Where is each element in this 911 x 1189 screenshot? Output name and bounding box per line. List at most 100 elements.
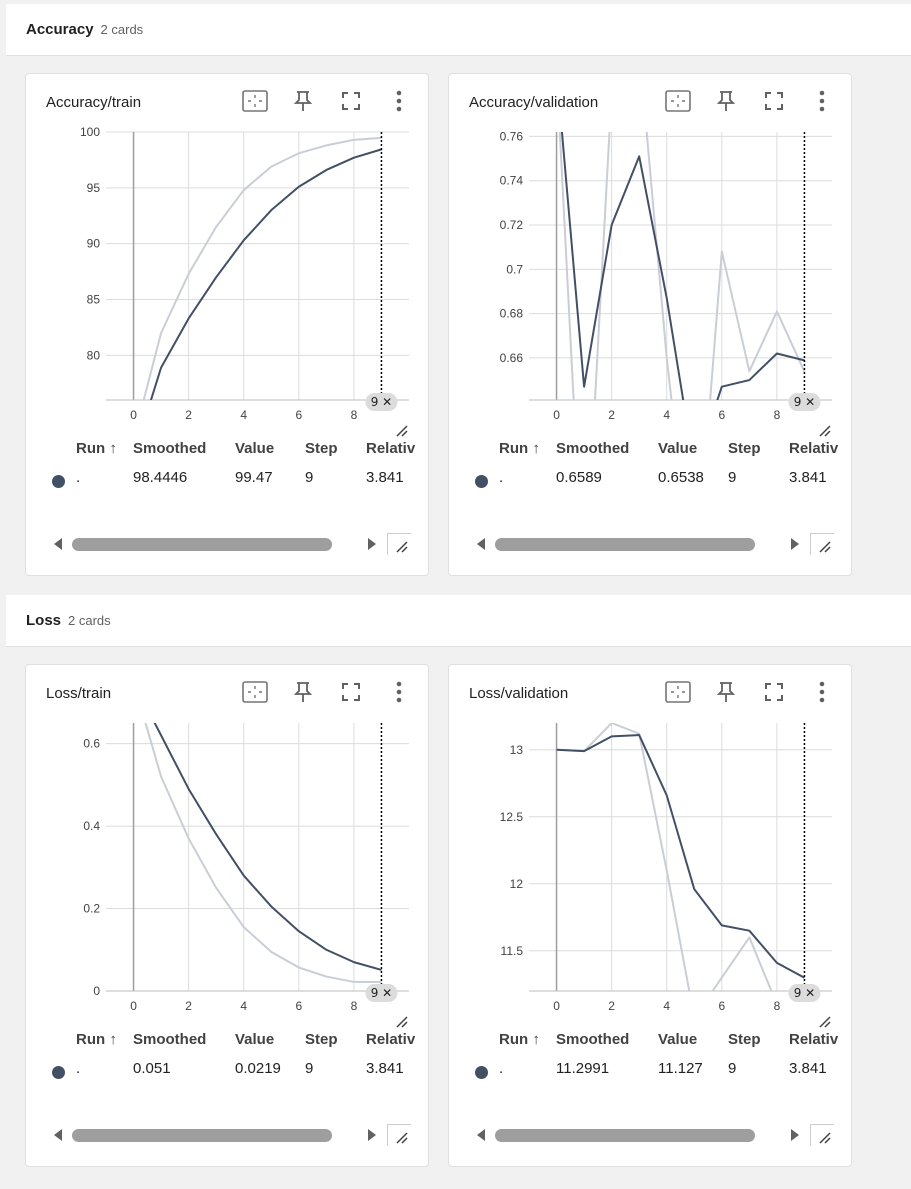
- scroll-right-icon[interactable]: [791, 1129, 799, 1141]
- group-header-loss[interactable]: Loss 2 cards: [6, 595, 911, 647]
- scroll-thumb[interactable]: [72, 538, 332, 551]
- table-resize-handle[interactable]: [810, 1124, 834, 1146]
- more-options-button[interactable]: [807, 88, 837, 118]
- scroll-thumb[interactable]: [495, 538, 755, 551]
- x-tick-label: 2: [185, 408, 192, 422]
- scroll-left-icon[interactable]: [54, 538, 62, 550]
- table-resize-handle[interactable]: [387, 533, 411, 555]
- cell-relative: 3.841: [789, 469, 827, 486]
- col-header-value[interactable]: Value: [658, 440, 698, 457]
- step-marker-label[interactable]: 9 ✕: [794, 395, 816, 409]
- resize-icon: [394, 1130, 408, 1149]
- table-scrollbar[interactable]: [50, 1124, 411, 1146]
- col-header-value[interactable]: Value: [658, 1031, 698, 1048]
- y-tick-label: 11.5: [501, 944, 524, 958]
- fullscreen-button[interactable]: [336, 679, 366, 709]
- raw-series-line: [556, 723, 773, 991]
- step-marker-label[interactable]: 9 ✕: [371, 986, 393, 1000]
- col-header-step[interactable]: Step: [728, 440, 761, 457]
- col-header-value[interactable]: Value: [235, 440, 275, 457]
- more-options-button[interactable]: [384, 679, 414, 709]
- cell-relative: 3.841: [789, 1060, 827, 1077]
- step-marker-label[interactable]: 9 ✕: [371, 395, 393, 409]
- scroll-right-icon[interactable]: [368, 538, 376, 550]
- scroll-left-icon[interactable]: [477, 538, 485, 550]
- col-header-run[interactable]: Run ↑: [499, 440, 540, 457]
- scroll-left-icon[interactable]: [54, 1129, 62, 1141]
- group-header-accuracy[interactable]: Accuracy 2 cards: [6, 4, 911, 56]
- step-marker-chip[interactable]: [788, 393, 821, 411]
- col-header-run[interactable]: Run ↑: [76, 440, 117, 457]
- pin-card-button[interactable]: [711, 679, 741, 709]
- table-resize-handle[interactable]: [810, 533, 834, 555]
- table-scrollbar[interactable]: [473, 533, 834, 555]
- y-tick-label: 0.6: [83, 737, 100, 751]
- step-marker-chip[interactable]: [365, 984, 398, 1002]
- table-resize-handle[interactable]: [387, 1124, 411, 1146]
- pin-card-button[interactable]: [711, 88, 741, 118]
- step-marker-chip[interactable]: [788, 984, 821, 1002]
- step-marker-chip[interactable]: [365, 393, 398, 411]
- col-header-smoothed[interactable]: Smoothed: [556, 1031, 630, 1048]
- y-tick-label: 85: [87, 293, 101, 307]
- fullscreen-button[interactable]: [759, 88, 789, 118]
- table-scrollbar[interactable]: [473, 1124, 834, 1146]
- resize-icon[interactable]: [819, 1016, 831, 1028]
- line-chart[interactable]: 11.5 12 12.5 13 0 2 4 6 8 9 ✕: [449, 715, 851, 1030]
- scalar-card[interactable]: Loss/train 0 0.2 0.4 0.6 0 2 4 6 8 9 ✕ Run ↑ Smoo…: [25, 664, 429, 1167]
- cell-run: .: [76, 469, 81, 486]
- fit-domain-button[interactable]: [663, 679, 693, 709]
- x-tick-label: 8: [774, 999, 781, 1013]
- scalar-card[interactable]: Loss/validation 11.5 12 12.5 13 0 2 4 6 8 9 ✕ Run…: [448, 664, 852, 1167]
- fullscreen-button[interactable]: [759, 679, 789, 709]
- col-header-relative[interactable]: Relativ: [789, 440, 839, 457]
- scroll-thumb[interactable]: [495, 1129, 755, 1142]
- scroll-right-icon[interactable]: [791, 538, 799, 550]
- scroll-left-icon[interactable]: [477, 1129, 485, 1141]
- resize-icon[interactable]: [396, 425, 408, 437]
- more-options-button[interactable]: [384, 88, 414, 118]
- x-tick-label: 0: [130, 999, 137, 1013]
- pin-card-button[interactable]: [288, 88, 318, 118]
- col-header-smoothed[interactable]: Smoothed: [133, 1031, 207, 1048]
- col-header-step[interactable]: Step: [305, 440, 338, 457]
- x-tick-label: 0: [553, 408, 560, 422]
- line-chart[interactable]: 80 85 90 95 100 0 2 4 6 8 9 ✕: [26, 124, 428, 439]
- cell-step: 9: [728, 469, 737, 486]
- col-header-step[interactable]: Step: [728, 1031, 761, 1048]
- resize-icon: [394, 539, 408, 558]
- resize-icon[interactable]: [396, 1016, 408, 1028]
- col-header-step[interactable]: Step: [305, 1031, 338, 1048]
- col-header-relative[interactable]: Relativ: [366, 440, 416, 457]
- col-header-value[interactable]: Value: [235, 1031, 275, 1048]
- x-tick-label: 4: [240, 408, 247, 422]
- step-marker-label[interactable]: 9 ✕: [794, 986, 816, 1000]
- scroll-right-icon[interactable]: [368, 1129, 376, 1141]
- group-title: Accuracy: [26, 21, 94, 38]
- fit-domain-button[interactable]: [240, 88, 270, 118]
- fit-domain-button[interactable]: [240, 679, 270, 709]
- col-header-smoothed[interactable]: Smoothed: [133, 440, 207, 457]
- col-header-relative[interactable]: Relativ: [366, 1031, 416, 1048]
- resize-icon[interactable]: [819, 425, 831, 437]
- scalar-card[interactable]: Accuracy/validation 0.66 0.68 0.7 0.72 0.74 0…: [448, 73, 852, 576]
- more-options-button[interactable]: [807, 679, 837, 709]
- fullscreen-button[interactable]: [336, 88, 366, 118]
- col-header-run[interactable]: Run ↑: [76, 1031, 117, 1048]
- scroll-thumb[interactable]: [72, 1129, 332, 1142]
- cell-smoothed: 0.051: [133, 1060, 171, 1077]
- more-vert-icon: [818, 681, 826, 708]
- line-chart[interactable]: 0 0.2 0.4 0.6 0 2 4 6 8 9 ✕: [26, 715, 428, 1030]
- pin-card-button[interactable]: [288, 679, 318, 709]
- col-header-smoothed[interactable]: Smoothed: [556, 440, 630, 457]
- run-color-dot: [52, 1066, 65, 1079]
- col-header-run[interactable]: Run ↑: [499, 1031, 540, 1048]
- y-tick-label: 12.5: [500, 810, 524, 824]
- fit-domain-button[interactable]: [663, 88, 693, 118]
- scalar-card[interactable]: Accuracy/train 80 85 90 95 100 0 2 4 6 8 9 ✕ Run ↑…: [25, 73, 429, 576]
- line-chart[interactable]: 0.66 0.68 0.7 0.72 0.74 0.76 0 2 4 6 8 9 ✕: [449, 124, 851, 439]
- col-header-relative[interactable]: Relativ: [789, 1031, 839, 1048]
- y-tick-label: 0: [93, 984, 100, 998]
- table-scrollbar[interactable]: [50, 533, 411, 555]
- cell-run: .: [499, 1060, 504, 1077]
